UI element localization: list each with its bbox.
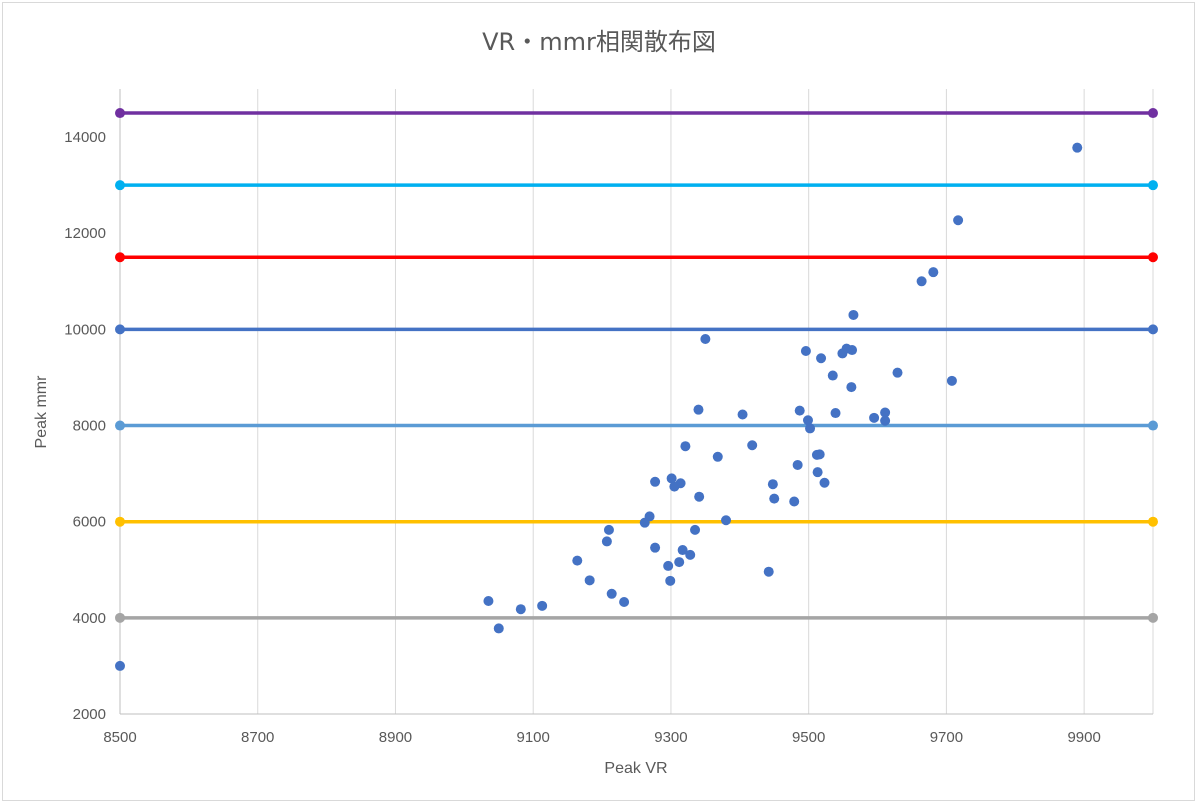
x-tick-label-9900: 9900 — [1067, 729, 1100, 746]
rank-6000-start-marker — [115, 516, 125, 527]
data-point-32 — [763, 566, 774, 577]
data-point-26 — [694, 491, 705, 502]
y-tick-label-6000: 6000 — [73, 514, 106, 531]
rank-4000-start-marker — [115, 612, 125, 623]
data-point-55 — [880, 415, 891, 426]
data-point-3 — [515, 604, 526, 615]
data-point-5 — [572, 555, 583, 566]
data-point-51 — [847, 345, 858, 356]
data-point-54 — [880, 407, 891, 418]
data-point-34 — [769, 493, 780, 504]
data-point-47 — [830, 408, 841, 419]
rank-11500-end-marker — [1148, 252, 1158, 263]
data-point-38 — [800, 346, 811, 357]
data-point-30 — [737, 409, 748, 420]
data-point-52 — [848, 309, 859, 320]
x-tick-label-9300: 9300 — [654, 729, 687, 746]
y-tick-label-12000: 12000 — [64, 225, 106, 242]
x-tick-label-8900: 8900 — [379, 729, 412, 746]
data-point-25 — [693, 404, 704, 415]
rank-11500-start-marker — [115, 252, 125, 263]
rank-10000-end-marker — [1148, 324, 1158, 335]
data-point-59 — [946, 375, 957, 386]
tick-labels: 8500 8700 8900 9100 9300 9500 9700 9900 2000 4000… — [64, 129, 1101, 746]
x-tick-label-9700: 9700 — [930, 729, 963, 746]
data-point-7 — [601, 536, 612, 547]
data-point-9 — [606, 588, 617, 599]
rank-4000-end-marker — [1148, 612, 1158, 623]
y-tick-label-8000: 8000 — [73, 418, 106, 435]
data-point-37 — [794, 405, 805, 416]
data-point-45 — [819, 477, 830, 488]
rank-8000-end-marker — [1148, 420, 1158, 431]
data-point-4 — [537, 600, 548, 611]
data-point-17 — [666, 473, 677, 484]
axes — [119, 89, 1153, 715]
data-point-12 — [644, 511, 655, 522]
data-point-23 — [685, 549, 696, 560]
y-tick-label-14000: 14000 — [64, 129, 106, 146]
data-point-29 — [721, 515, 732, 526]
data-point-21 — [677, 545, 688, 556]
rank-14500-start-marker — [115, 108, 125, 119]
data-point-50 — [846, 382, 857, 393]
x-tick-label-8500: 8500 — [103, 729, 136, 746]
data-point-35 — [789, 496, 800, 507]
rank-14500-end-marker — [1148, 108, 1158, 119]
x-tick-label-9500: 9500 — [792, 729, 825, 746]
data-points — [115, 142, 1083, 671]
data-point-40 — [805, 423, 816, 434]
data-point-6 — [584, 575, 595, 586]
y-tick-label-4000: 4000 — [73, 610, 106, 627]
data-point-1 — [483, 596, 494, 607]
data-point-16 — [665, 575, 676, 586]
data-point-33 — [767, 479, 778, 490]
rank-13000-end-marker — [1148, 180, 1158, 191]
x-tick-label-8700: 8700 — [241, 729, 274, 746]
data-point-8 — [603, 524, 614, 535]
rank-6000-end-marker — [1148, 516, 1158, 527]
rank-13000-start-marker — [115, 180, 125, 191]
x-axis-label: Peak VR — [604, 760, 667, 777]
data-point-53 — [869, 412, 880, 423]
x-tick-label-9100: 9100 — [517, 729, 550, 746]
data-point-46 — [827, 370, 838, 381]
data-point-28 — [712, 451, 723, 462]
data-point-60 — [953, 215, 964, 226]
data-point-24 — [690, 524, 701, 535]
data-point-19 — [674, 557, 685, 568]
y-axis-label: Peak mmr — [33, 375, 50, 449]
data-point-61 — [1072, 142, 1083, 153]
reference-lines — [115, 108, 1158, 623]
data-point-14 — [650, 476, 661, 487]
y-tick-label-2000: 2000 — [73, 706, 106, 723]
data-point-2 — [493, 623, 504, 634]
data-point-27 — [700, 334, 711, 344]
data-point-36 — [792, 459, 803, 470]
data-point-56 — [892, 367, 903, 378]
chart-title: VR・mmr相関散布図 — [482, 28, 716, 56]
data-point-22 — [680, 441, 691, 452]
gridlines — [257, 89, 1154, 714]
data-point-10 — [619, 596, 630, 607]
data-point-43 — [814, 449, 825, 460]
rank-8000-start-marker — [115, 420, 125, 431]
y-tick-label-10000: 10000 — [64, 321, 106, 338]
data-point-20 — [675, 478, 686, 489]
data-point-13 — [650, 542, 661, 553]
data-point-44 — [816, 353, 827, 364]
data-point-58 — [928, 267, 939, 278]
data-point-57 — [916, 276, 927, 287]
data-point-42 — [812, 467, 823, 478]
rank-10000-start-marker — [115, 324, 125, 335]
data-point-39 — [802, 415, 813, 426]
data-point-0 — [115, 660, 125, 671]
data-point-15 — [663, 560, 674, 571]
data-point-31 — [747, 440, 758, 451]
